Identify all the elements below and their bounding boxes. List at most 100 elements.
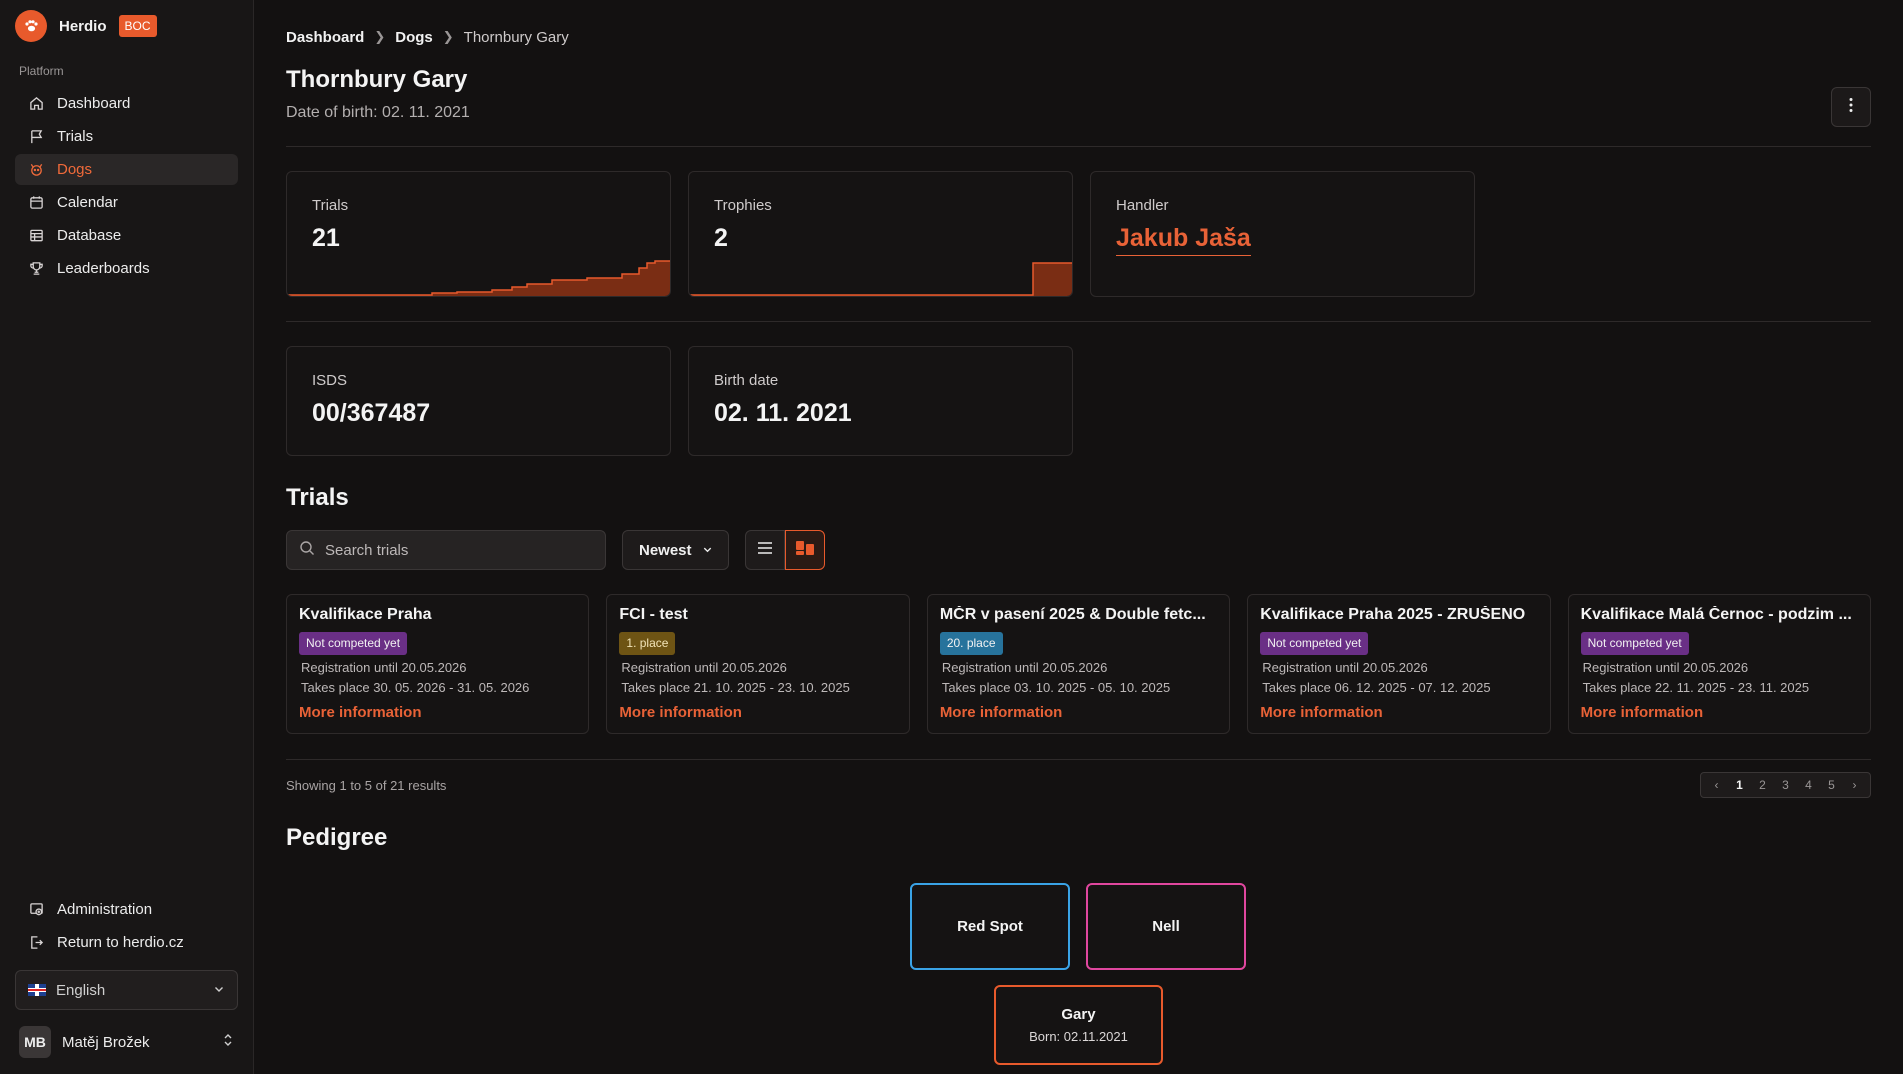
trials-sparkline — [287, 260, 670, 296]
trophy-icon — [28, 261, 44, 277]
page-button[interactable]: 5 — [1828, 778, 1835, 792]
more-information-link[interactable]: More information — [939, 704, 1063, 721]
trial-card[interactable]: Kvalifikace Praha 2025 - ZRUŠENO Not com… — [1247, 594, 1551, 734]
brand-badge: BOC — [118, 15, 157, 37]
stats-row-primary: Trials 21 Trophies 2 Handler Jakub Jaša — [286, 171, 1871, 297]
sidebar-item-label: Dogs — [57, 161, 93, 178]
trial-name: Kvalifikace Malá Černoc - podzim ... — [1580, 606, 1852, 623]
page-button[interactable]: 2 — [1759, 778, 1766, 792]
breadcrumb: Dashboard ❯ Dogs ❯ Thornbury Gary — [286, 26, 1871, 48]
page-button[interactable]: 1 — [1736, 778, 1743, 792]
stat-label: Trophies — [714, 197, 772, 214]
nav-section-label: Platform — [19, 64, 64, 78]
stat-label: Trials — [312, 197, 349, 214]
user-menu[interactable]: MB Matěj Brožek — [15, 1022, 238, 1062]
placement-badge: 1. place — [619, 632, 676, 655]
pedigree-title: Pedigree — [286, 824, 388, 851]
search-icon — [299, 540, 315, 561]
trials-stat-card: Trials 21 — [286, 171, 671, 297]
uk-flag-icon — [28, 984, 46, 996]
chevron-down-icon — [702, 542, 713, 559]
home-icon — [28, 96, 44, 112]
registration-deadline: Registration until 20.05.2026 — [941, 660, 1108, 675]
sidebar: Herdio BOC Platform Dashboard Trials Dog… — [0, 0, 254, 1074]
sidebar-item-trials[interactable]: Trials — [15, 121, 238, 152]
results-count: Showing 1 to 5 of 21 results — [286, 777, 447, 793]
page-button[interactable]: 3 — [1782, 778, 1789, 792]
chevron-down-icon — [213, 982, 225, 999]
chevrons-up-down-icon — [222, 1033, 234, 1052]
more-information-link[interactable]: More information — [1260, 704, 1383, 721]
sidebar-item-dashboard[interactable]: Dashboard — [15, 88, 238, 119]
sidebar-item-leaderboards[interactable]: Leaderboards — [15, 253, 238, 284]
trial-card[interactable]: Kvalifikace Praha Not competed yet Regis… — [286, 594, 590, 734]
breadcrumb-dogs[interactable]: Dogs — [395, 28, 433, 46]
pedigree-tree: Red Spot Nell Gary Born: 02.11.2021 — [286, 870, 1871, 1074]
dog-born: Born: 02.11.2021 — [1029, 1029, 1128, 1044]
sidebar-item-dogs[interactable]: Dogs — [15, 154, 238, 185]
trial-dates: Takes place 06. 12. 2025 - 07. 12. 2025 — [1262, 680, 1491, 695]
status-badge: Not competed yet — [1580, 632, 1689, 655]
trial-card[interactable]: MČR v pasení 2025 & Double fetc... 20. p… — [926, 594, 1231, 734]
divider — [286, 321, 1871, 322]
stat-value: 21 — [312, 224, 340, 252]
page-button[interactable]: 4 — [1805, 778, 1812, 792]
sidebar-item-label: Leaderboards — [57, 260, 150, 277]
placement-badge: 20. place — [939, 632, 1003, 655]
handler-stat-card: Handler Jakub Jaša — [1090, 171, 1475, 297]
list-view-button[interactable] — [744, 530, 785, 570]
trophies-stat-card: Trophies 2 — [688, 171, 1073, 297]
trial-dates: Takes place 21. 10. 2025 - 23. 10. 2025 — [621, 680, 850, 695]
grid-icon — [795, 540, 814, 560]
trial-cards: Kvalifikace Praha Not competed yet Regis… — [286, 594, 1872, 734]
more-information-link[interactable]: More information — [1580, 704, 1704, 721]
page-subtitle: Date of birth: 02. 11. 2021 — [286, 104, 470, 121]
sidebar-item-return[interactable]: Return to herdio.cz — [15, 927, 238, 958]
admin-icon — [28, 902, 44, 918]
divider — [286, 146, 1871, 147]
sidebar-item-label: Database — [57, 227, 122, 244]
more-options-button[interactable] — [1831, 87, 1871, 127]
brand[interactable]: Herdio BOC — [15, 10, 238, 42]
list-icon — [757, 541, 773, 560]
brand-name: Herdio — [59, 17, 107, 35]
more-vertical-icon — [1849, 97, 1853, 118]
registration-deadline: Registration until 20.05.2026 — [1262, 660, 1428, 675]
pedigree-sire[interactable]: Red Spot — [910, 883, 1070, 970]
pedigree-dam[interactable]: Nell — [1086, 883, 1246, 970]
results-footer: Showing 1 to 5 of 21 results ‹ 1 2 3 4 5… — [286, 759, 1871, 798]
user-name: Matěj Brožek — [62, 1033, 150, 1051]
trial-name: MČR v pasení 2025 & Double fetc... — [939, 606, 1206, 623]
dog-name: Gary — [1061, 1006, 1096, 1023]
stat-value: 00/367487 — [312, 399, 431, 427]
exit-icon — [28, 935, 44, 951]
trial-card[interactable]: Kvalifikace Malá Černoc - podzim ... Not… — [1567, 594, 1872, 734]
breadcrumb-current: Thornbury Gary — [463, 28, 569, 46]
trial-card[interactable]: FCI - test 1. place Registration until 2… — [606, 594, 910, 734]
isds-stat-card: ISDS 00/367487 — [286, 346, 671, 456]
search-input[interactable] — [325, 541, 585, 559]
registration-deadline: Registration until 20.05.2026 — [1582, 660, 1749, 675]
sidebar-item-calendar[interactable]: Calendar — [15, 187, 238, 218]
sort-dropdown[interactable]: Newest — [622, 530, 729, 570]
handler-link[interactable]: Jakub Jaša — [1116, 224, 1251, 256]
sidebar-item-administration[interactable]: Administration — [15, 894, 238, 925]
breadcrumb-dashboard[interactable]: Dashboard — [286, 28, 365, 46]
more-information-link[interactable]: More information — [299, 704, 422, 721]
sidebar-item-label: Return to herdio.cz — [57, 934, 184, 951]
trial-name: Kvalifikace Praha 2025 - ZRUŠENO — [1260, 606, 1526, 623]
grid-view-button[interactable] — [784, 530, 825, 570]
pedigree-dog[interactable]: Gary Born: 02.11.2021 — [994, 985, 1163, 1065]
registration-deadline: Registration until 20.05.2026 — [301, 660, 467, 675]
flag-icon — [28, 129, 44, 145]
pagination: ‹ 1 2 3 4 5 › — [1700, 772, 1871, 798]
trial-dates: Takes place 03. 10. 2025 - 05. 10. 2025 — [941, 680, 1171, 695]
paw-logo-icon — [15, 10, 47, 42]
more-information-link[interactable]: More information — [619, 704, 742, 721]
prev-page-icon[interactable]: ‹ — [1714, 778, 1719, 792]
sidebar-item-database[interactable]: Database — [15, 220, 238, 251]
language-label: English — [56, 981, 106, 999]
dog-icon — [28, 162, 44, 178]
next-page-icon[interactable]: › — [1852, 778, 1857, 792]
language-select[interactable]: English — [15, 970, 238, 1010]
